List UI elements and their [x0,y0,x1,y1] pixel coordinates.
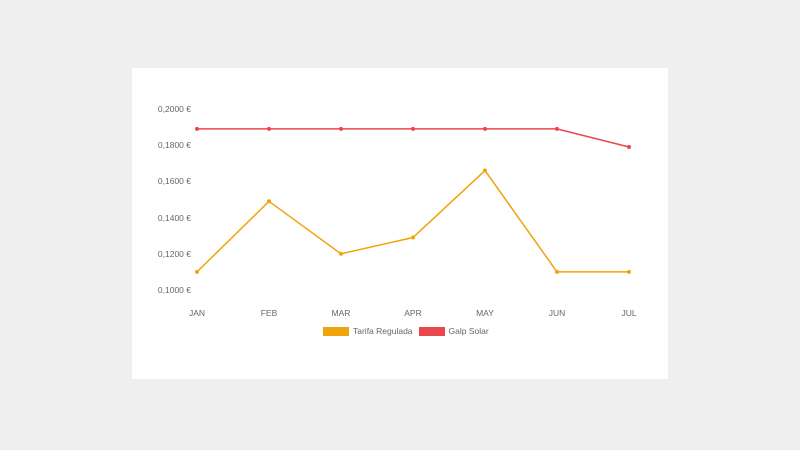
data-point[interactable] [267,126,271,131]
legend-item-tarifa-regulada[interactable]: Tarifa Regulada [323,326,413,336]
x-tick-label: MAR [331,308,351,318]
data-point[interactable] [627,145,631,150]
line-chart-plot [195,126,631,274]
legend-item-galp-solar[interactable]: Galp Solar [418,326,489,336]
y-tick-label: 0,2000 € [157,104,191,114]
y-tick-label: 0,1600 € [157,176,191,187]
legend-label: Galp Solar [448,326,489,336]
data-point[interactable] [627,269,631,274]
data-point[interactable] [555,269,559,274]
data-point[interactable] [195,126,199,131]
chart-card: 0,2000 € 0,1800 € 0,1600 € 0,1400 € 0,1200 €… [132,68,668,379]
data-point[interactable] [267,199,271,204]
x-tick-label: FEB [260,308,278,318]
y-tick-label: 0,1800 € [157,140,191,151]
x-tick-label: JAN [188,308,206,318]
y-tick-label: 0,1000 € [157,285,191,295]
legend-swatch-galp-solar [418,326,445,336]
legend-swatch-tarifa-regulada [323,326,349,336]
y-tick-label: 0,1400 € [157,212,191,223]
data-point[interactable] [339,126,343,131]
legend: Tarifa Regulada Galp Solar [323,326,495,336]
x-tick-label: JUN [548,308,566,318]
y-tick-label: 0,1200 € [157,248,191,259]
data-point[interactable] [195,269,199,274]
data-point[interactable] [339,251,343,256]
data-point[interactable] [555,126,559,131]
data-point[interactable] [411,126,415,131]
data-point[interactable] [411,235,415,240]
x-tick-label: JUL [621,308,637,318]
x-tick-label: APR [404,308,422,318]
legend-label: Tarifa Regulada [353,326,413,336]
series-line [196,169,629,273]
series-line [197,128,630,148]
data-point[interactable] [483,168,487,173]
x-tick-label: MAY [476,308,494,318]
data-point[interactable] [483,126,487,131]
